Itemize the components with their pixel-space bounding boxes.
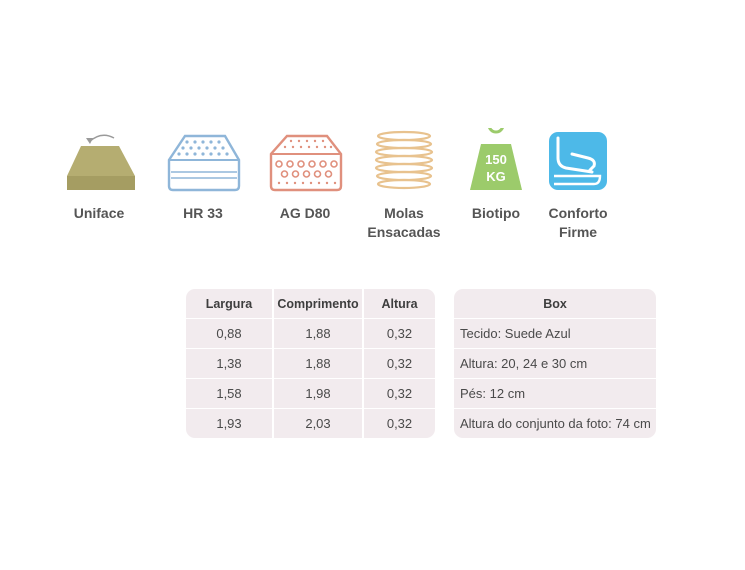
feature-label-line2: Ensacadas: [367, 224, 441, 240]
firm-comfort-icon: [549, 132, 607, 190]
cell-altura: 0,32: [362, 349, 435, 378]
box-table-header: Box: [454, 289, 656, 318]
header-largura: Largura: [205, 296, 253, 311]
sizes-table-header: Largura Comprimento Altura: [186, 289, 435, 318]
weight-text-unit: KG: [486, 169, 506, 184]
feature-ag-d80: AG D80: [255, 128, 355, 223]
box-spec: Pés: 12 cm: [460, 386, 526, 401]
table-row: Pés: 12 cm: [454, 378, 656, 408]
feature-label: Conforto Firme: [528, 204, 628, 242]
cell-largura: 1,58: [216, 386, 242, 401]
table-row: 1,38 1,88 0,32: [186, 348, 435, 378]
header-comprimento: Comprimento: [272, 289, 362, 318]
cell-altura: 0,32: [362, 409, 435, 438]
weight-text-value: 150: [485, 152, 507, 167]
feature-label: AG D80: [279, 205, 331, 221]
feature-label: Biotipo: [471, 205, 521, 221]
box-spec: Altura do conjunto da foto: 74 cm: [460, 416, 651, 431]
cell-altura: 0,32: [362, 379, 435, 408]
feature-biotipo: 150 KG Biotipo: [446, 128, 546, 223]
feature-label: Uniface: [73, 205, 125, 221]
feature-hr33: HR 33: [153, 128, 253, 223]
cell-largura: 0,88: [216, 326, 242, 341]
table-row: 1,58 1,98 0,32: [186, 378, 435, 408]
ag-d80-foam-icon: [269, 134, 343, 192]
weight-150kg-icon: 150 KG: [470, 128, 522, 190]
feature-label-line1: Conforto: [548, 205, 608, 221]
sizes-table: Largura Comprimento Altura 0,88 1,88 0,3…: [186, 289, 435, 438]
feature-label: HR 33: [183, 205, 223, 221]
box-spec: Altura: 20, 24 e 30 cm: [460, 356, 588, 371]
cell-largura: 1,93: [216, 416, 242, 431]
cell-comprimento: 1,88: [272, 319, 362, 348]
feature-label-line1: Molas: [384, 205, 424, 221]
table-row: Altura: 20, 24 e 30 cm: [454, 348, 656, 378]
cell-comprimento: 1,88: [272, 349, 362, 378]
pocket-springs-icon: [374, 130, 434, 190]
feature-label-line2: Firme: [558, 224, 598, 240]
table-row: Altura do conjunto da foto: 74 cm: [454, 408, 656, 438]
table-row: Tecido: Suede Azul: [454, 318, 656, 348]
feature-label: Molas Ensacadas: [354, 204, 454, 242]
cell-altura: 0,32: [362, 319, 435, 348]
feature-pocket-springs: Molas Ensacadas: [354, 128, 454, 242]
box-table: Box Tecido: Suede Azul Altura: 20, 24 e …: [454, 289, 656, 438]
feature-uniface: Uniface: [49, 128, 149, 223]
hr33-foam-icon: [167, 134, 241, 192]
header-altura: Altura: [362, 289, 435, 318]
cell-largura: 1,38: [216, 356, 242, 371]
box-spec: Tecido: Suede Azul: [460, 326, 571, 341]
feature-firm-comfort: Conforto Firme: [528, 128, 628, 242]
cell-comprimento: 2,03: [272, 409, 362, 438]
header-box: Box: [543, 296, 567, 311]
table-row: 1,93 2,03 0,32: [186, 408, 435, 438]
uniface-mattress-icon: [67, 134, 135, 190]
table-row: 0,88 1,88 0,32: [186, 318, 435, 348]
cell-comprimento: 1,98: [272, 379, 362, 408]
